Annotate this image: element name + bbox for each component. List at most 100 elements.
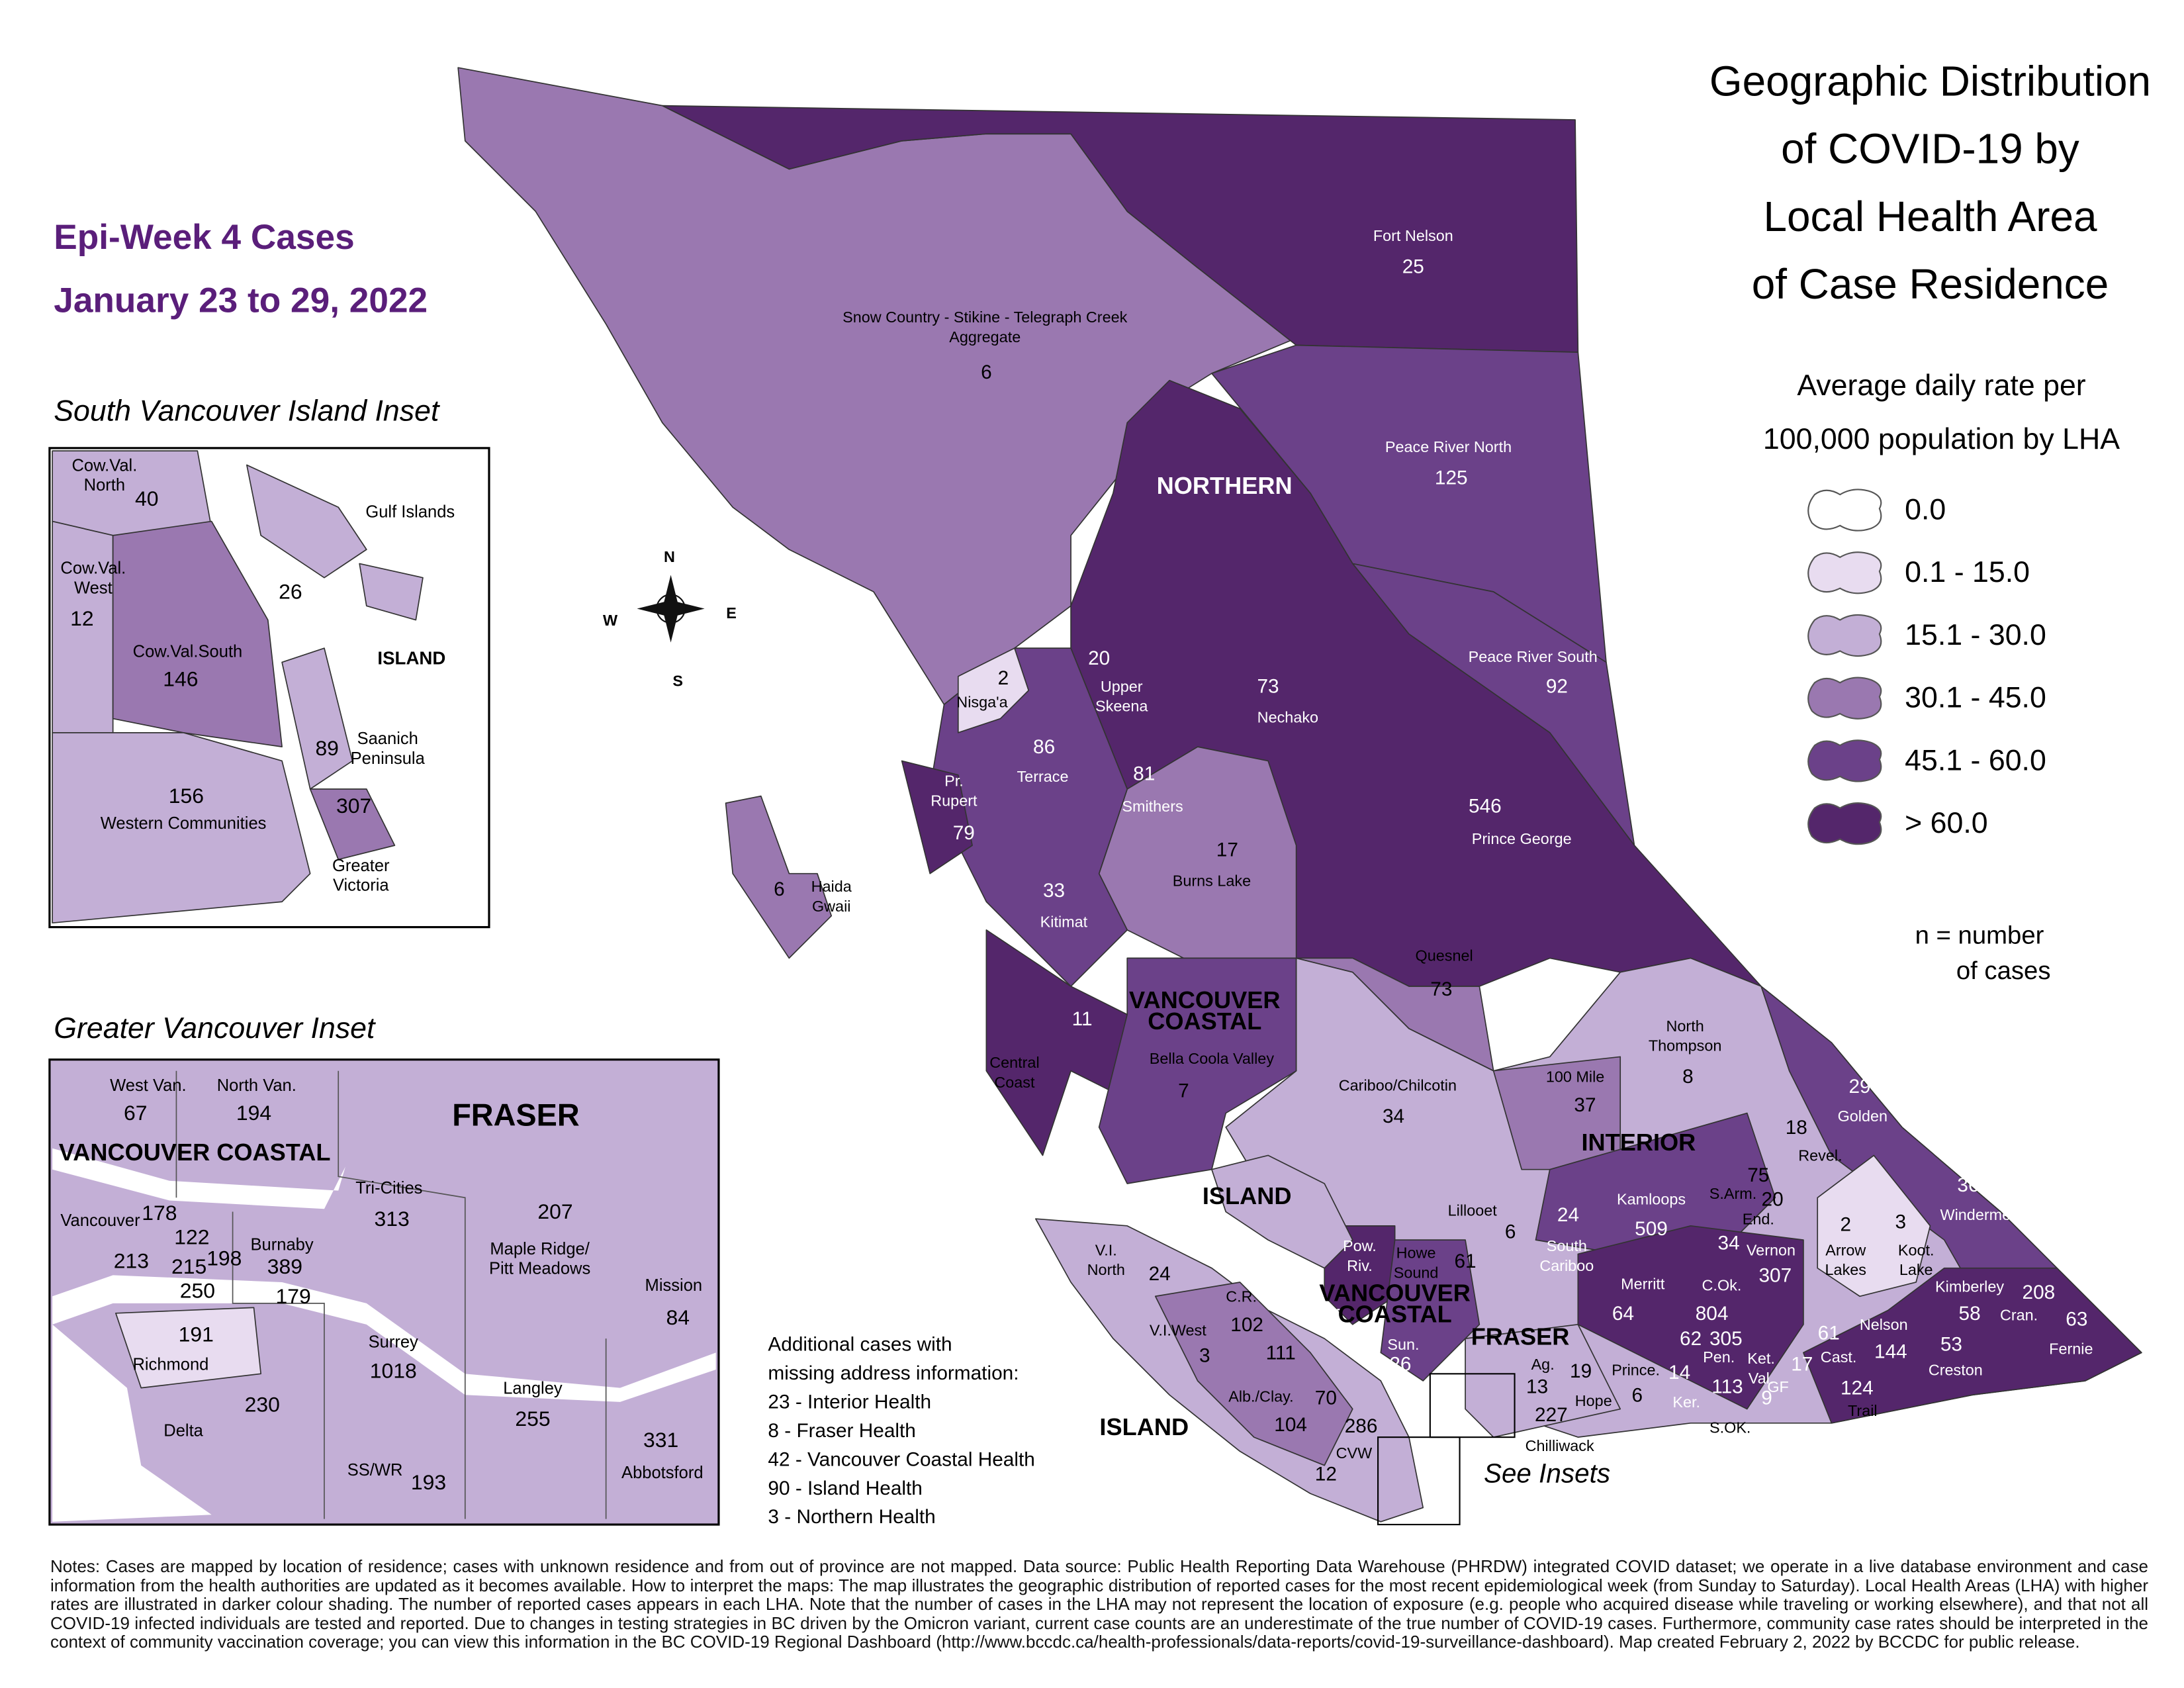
case-count: 62 (1680, 1328, 1702, 1350)
case-count: 194 (236, 1101, 271, 1125)
case-count: 92 (1546, 676, 1568, 698)
area-name: Cow.Val. (60, 559, 126, 578)
area-name: Abbotsford (621, 1464, 703, 1482)
title: Local Health Area (1763, 193, 2097, 240)
area-name: Vancouver (60, 1211, 140, 1230)
area-name: North (1087, 1261, 1125, 1278)
case-count: 250 (180, 1278, 215, 1302)
case-count: 255 (515, 1407, 550, 1430)
area-name: Kitimat (1040, 913, 1088, 930)
area-name: Delta (163, 1421, 203, 1440)
region-label: FRASER (1471, 1323, 1570, 1350)
area-name: Western Communities (101, 814, 267, 833)
area-name: Ker. (1672, 1393, 1700, 1411)
case-count: 63 (2066, 1308, 2087, 1330)
notes: Notes: Cases are mapped by location of r… (50, 1556, 2148, 1652)
area-name: Rupert (931, 792, 978, 809)
area-name: Ag. (1531, 1356, 1555, 1373)
case-count: 89 (315, 736, 339, 760)
area-name: C.Ok. (1702, 1277, 1742, 1294)
legend-heading: 100,000 population by LHA (1763, 423, 2120, 455)
case-count: 33 (1043, 880, 1065, 902)
compass-label: W (603, 612, 618, 629)
case-count: 14 (1668, 1362, 1690, 1383)
compass-label: S (672, 672, 683, 689)
area-shape (1465, 1323, 1621, 1438)
area-name: End. (1743, 1211, 1774, 1228)
area-name: Victoria (333, 876, 389, 895)
case-count: 389 (267, 1254, 302, 1278)
area-name: Bella Coola Valley (1150, 1050, 1275, 1067)
area-name: Upper (1101, 678, 1143, 695)
case-count: 53 (1940, 1334, 1962, 1356)
case-count: 34 (1383, 1105, 1404, 1127)
case-count: 227 (1535, 1404, 1568, 1426)
area-name: Cariboo/Chilcotin (1339, 1076, 1457, 1094)
case-count: 11 (1072, 1008, 1093, 1030)
case-count: 136 (1311, 1305, 1344, 1327)
region-label: ISLAND (1203, 1182, 1292, 1209)
compass-label: N (664, 548, 675, 565)
area-name: 100 Mile (1546, 1068, 1604, 1086)
case-count: 12 (70, 606, 94, 630)
map-shapes (48, 67, 2142, 1526)
area-name: Coast (994, 1074, 1035, 1091)
case-count: 13 (1526, 1376, 1548, 1397)
case-count: 29 (1848, 1076, 1870, 1098)
case-count: 126 (1379, 1353, 1412, 1375)
area-name: S.Arm. (1709, 1185, 1757, 1202)
area-name: Hope (1575, 1392, 1612, 1409)
area-name: South (1547, 1237, 1587, 1254)
case-count: 804 (1696, 1303, 1729, 1325)
inset-frame (1377, 1436, 1461, 1526)
case-count: 20 (1088, 647, 1110, 669)
area-name: Revel. (1798, 1147, 1842, 1164)
legend-note: of cases (1956, 957, 2051, 985)
area-name: V.I. (1095, 1241, 1117, 1258)
legend-swatch (1807, 802, 1882, 845)
area-name: Burnaby (251, 1235, 314, 1254)
area-name: Quesnel (1416, 947, 1473, 964)
case-count: 179 (275, 1284, 310, 1308)
legend-label: 0.1 - 15.0 (1905, 556, 2030, 588)
area-name: West Van. (110, 1076, 186, 1095)
case-count: 2 (998, 667, 1009, 689)
area-name: Smithers (1122, 798, 1183, 815)
case-count: 307 (336, 794, 371, 818)
area-name: Pow. (1343, 1237, 1377, 1254)
epi-week-dates: January 23 to 29, 2022 (54, 281, 428, 320)
area-shape (1211, 1154, 1353, 1269)
case-count: 8 (1682, 1066, 1694, 1088)
case-count: 198 (206, 1246, 242, 1270)
area-name: GF (1767, 1378, 1789, 1395)
case-count: 64 (1612, 1303, 1634, 1325)
inset-frame (1429, 1373, 1516, 1438)
area-shape (985, 929, 1128, 1156)
area-name: Cast. (1821, 1348, 1857, 1366)
epi-week-title: Epi-Week 4 Cases (54, 218, 354, 257)
case-count: 84 (666, 1305, 690, 1329)
case-count: 12 (1315, 1463, 1337, 1485)
area-name: Arrow (1825, 1241, 1866, 1258)
area-name: Saanich (357, 729, 418, 748)
area-name: Golden (1838, 1107, 1888, 1125)
legend-label: 15.1 - 30.0 (1905, 619, 2046, 651)
area-name: Windermere (1940, 1206, 2025, 1223)
region-label: NORTHERN (1157, 472, 1293, 499)
area-name: Howe (1396, 1244, 1436, 1262)
case-count: 146 (163, 667, 198, 691)
missing-address-line: Additional cases with (768, 1334, 952, 1356)
area-name: Snow Country - Stikine - Telegraph Creek (842, 308, 1127, 326)
case-count: 79 (953, 822, 975, 844)
region-label: FRASER (452, 1098, 579, 1132)
case-count: 144 (1874, 1340, 1907, 1362)
missing-address-line: missing address information: (768, 1362, 1019, 1384)
missing-address-line: 3 - Northern Health (768, 1506, 935, 1528)
area-name: Riv. (1347, 1257, 1373, 1274)
legend-swatch (1807, 551, 1882, 594)
area-name: V.I.West (1150, 1322, 1206, 1339)
case-count: 9 (1761, 1387, 1772, 1409)
legend-swatch (1807, 614, 1882, 657)
area-name: Peninsula (351, 749, 426, 768)
